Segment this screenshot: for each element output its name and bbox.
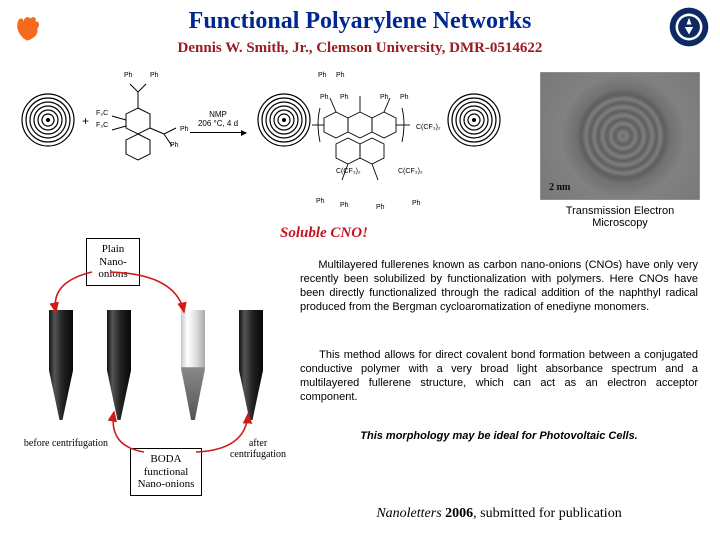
tube-before-1 [46, 310, 76, 420]
ph-label: Ph [380, 94, 389, 101]
tem-caption: Transmission Electron Microscopy [540, 205, 700, 229]
monomer-structure [98, 80, 184, 168]
ph-label: Ph [340, 94, 349, 101]
cond-solvent: NMP [209, 110, 227, 119]
citation: Nanoletters 2006, submitted for publicat… [300, 506, 698, 522]
before-centrifugation-label: before centrifugation [18, 438, 114, 449]
ph-label: Ph [318, 72, 327, 79]
ph-label: Ph [180, 126, 189, 133]
ph-label: Ph [340, 202, 349, 209]
after-centrifugation-label: after centrifugation [222, 438, 294, 460]
tube-after-1 [178, 310, 208, 420]
ph-label: Ph [150, 72, 159, 79]
nano-onion-icon [446, 92, 502, 148]
nano-onion-icon [20, 92, 76, 148]
page-title: Functional Polyarylene Networks [0, 8, 720, 35]
ph-label: Ph [412, 200, 421, 207]
scale-bar-label: 2 nm [549, 182, 570, 193]
citation-journal: Nanoletters [376, 506, 445, 521]
paragraph-1: Multilayered fullerenes known as carbon … [300, 258, 698, 314]
citation-year: 2006 [445, 506, 473, 521]
plus-sign: + [82, 114, 89, 128]
ph-label: Ph [400, 94, 409, 101]
reaction-conditions: NMP 206 °C, 4 d [190, 110, 246, 128]
tube-after-2 [236, 310, 266, 420]
ph-label: Ph [336, 72, 345, 79]
boda-onion-box: BODA functional Nano-onions [130, 448, 202, 496]
ph-label: Ph [316, 198, 325, 205]
highlight-sentence: This morphology may be ideal for Photovo… [300, 430, 698, 442]
polymer-structure [312, 72, 442, 212]
cond-temp: 206 °C, 4 d [198, 119, 238, 128]
nano-onion-icon [256, 92, 312, 148]
ph-label: Ph [124, 72, 133, 79]
paragraph-2: This method allows for direct covalent b… [300, 348, 698, 404]
paragraph-2-text: This method allows for direct covalent b… [300, 349, 698, 403]
reaction-scheme: + Ph Ph F₃C F₃C Ph Ph NMP 206 °C, 4 d [20, 72, 510, 222]
plain-onion-box: Plain Nano-onions [86, 238, 140, 286]
cf3-label: F₃C [96, 122, 108, 129]
subtitle: Dennis W. Smith, Jr., Clemson University… [0, 40, 720, 57]
ph-label: Ph [376, 204, 385, 211]
cf3-label: C(CF₃)₂ [398, 168, 423, 175]
tem-micrograph: 2 nm [540, 72, 700, 200]
cf3-label: C(CF₃)₂ [336, 168, 361, 175]
reaction-arrow [190, 132, 246, 133]
paragraph-1-text: Multilayered fullerenes known as carbon … [300, 259, 698, 313]
cf3-label: C(CF₃)₂ [416, 124, 441, 131]
ph-label: Ph [170, 142, 179, 149]
cf3-label: F₃C [96, 110, 108, 117]
soluble-callout: Soluble CNO! [280, 225, 368, 242]
ph-label: Ph [320, 94, 329, 101]
tube-before-2 [104, 310, 134, 420]
citation-rest: , submitted for publication [473, 506, 622, 521]
